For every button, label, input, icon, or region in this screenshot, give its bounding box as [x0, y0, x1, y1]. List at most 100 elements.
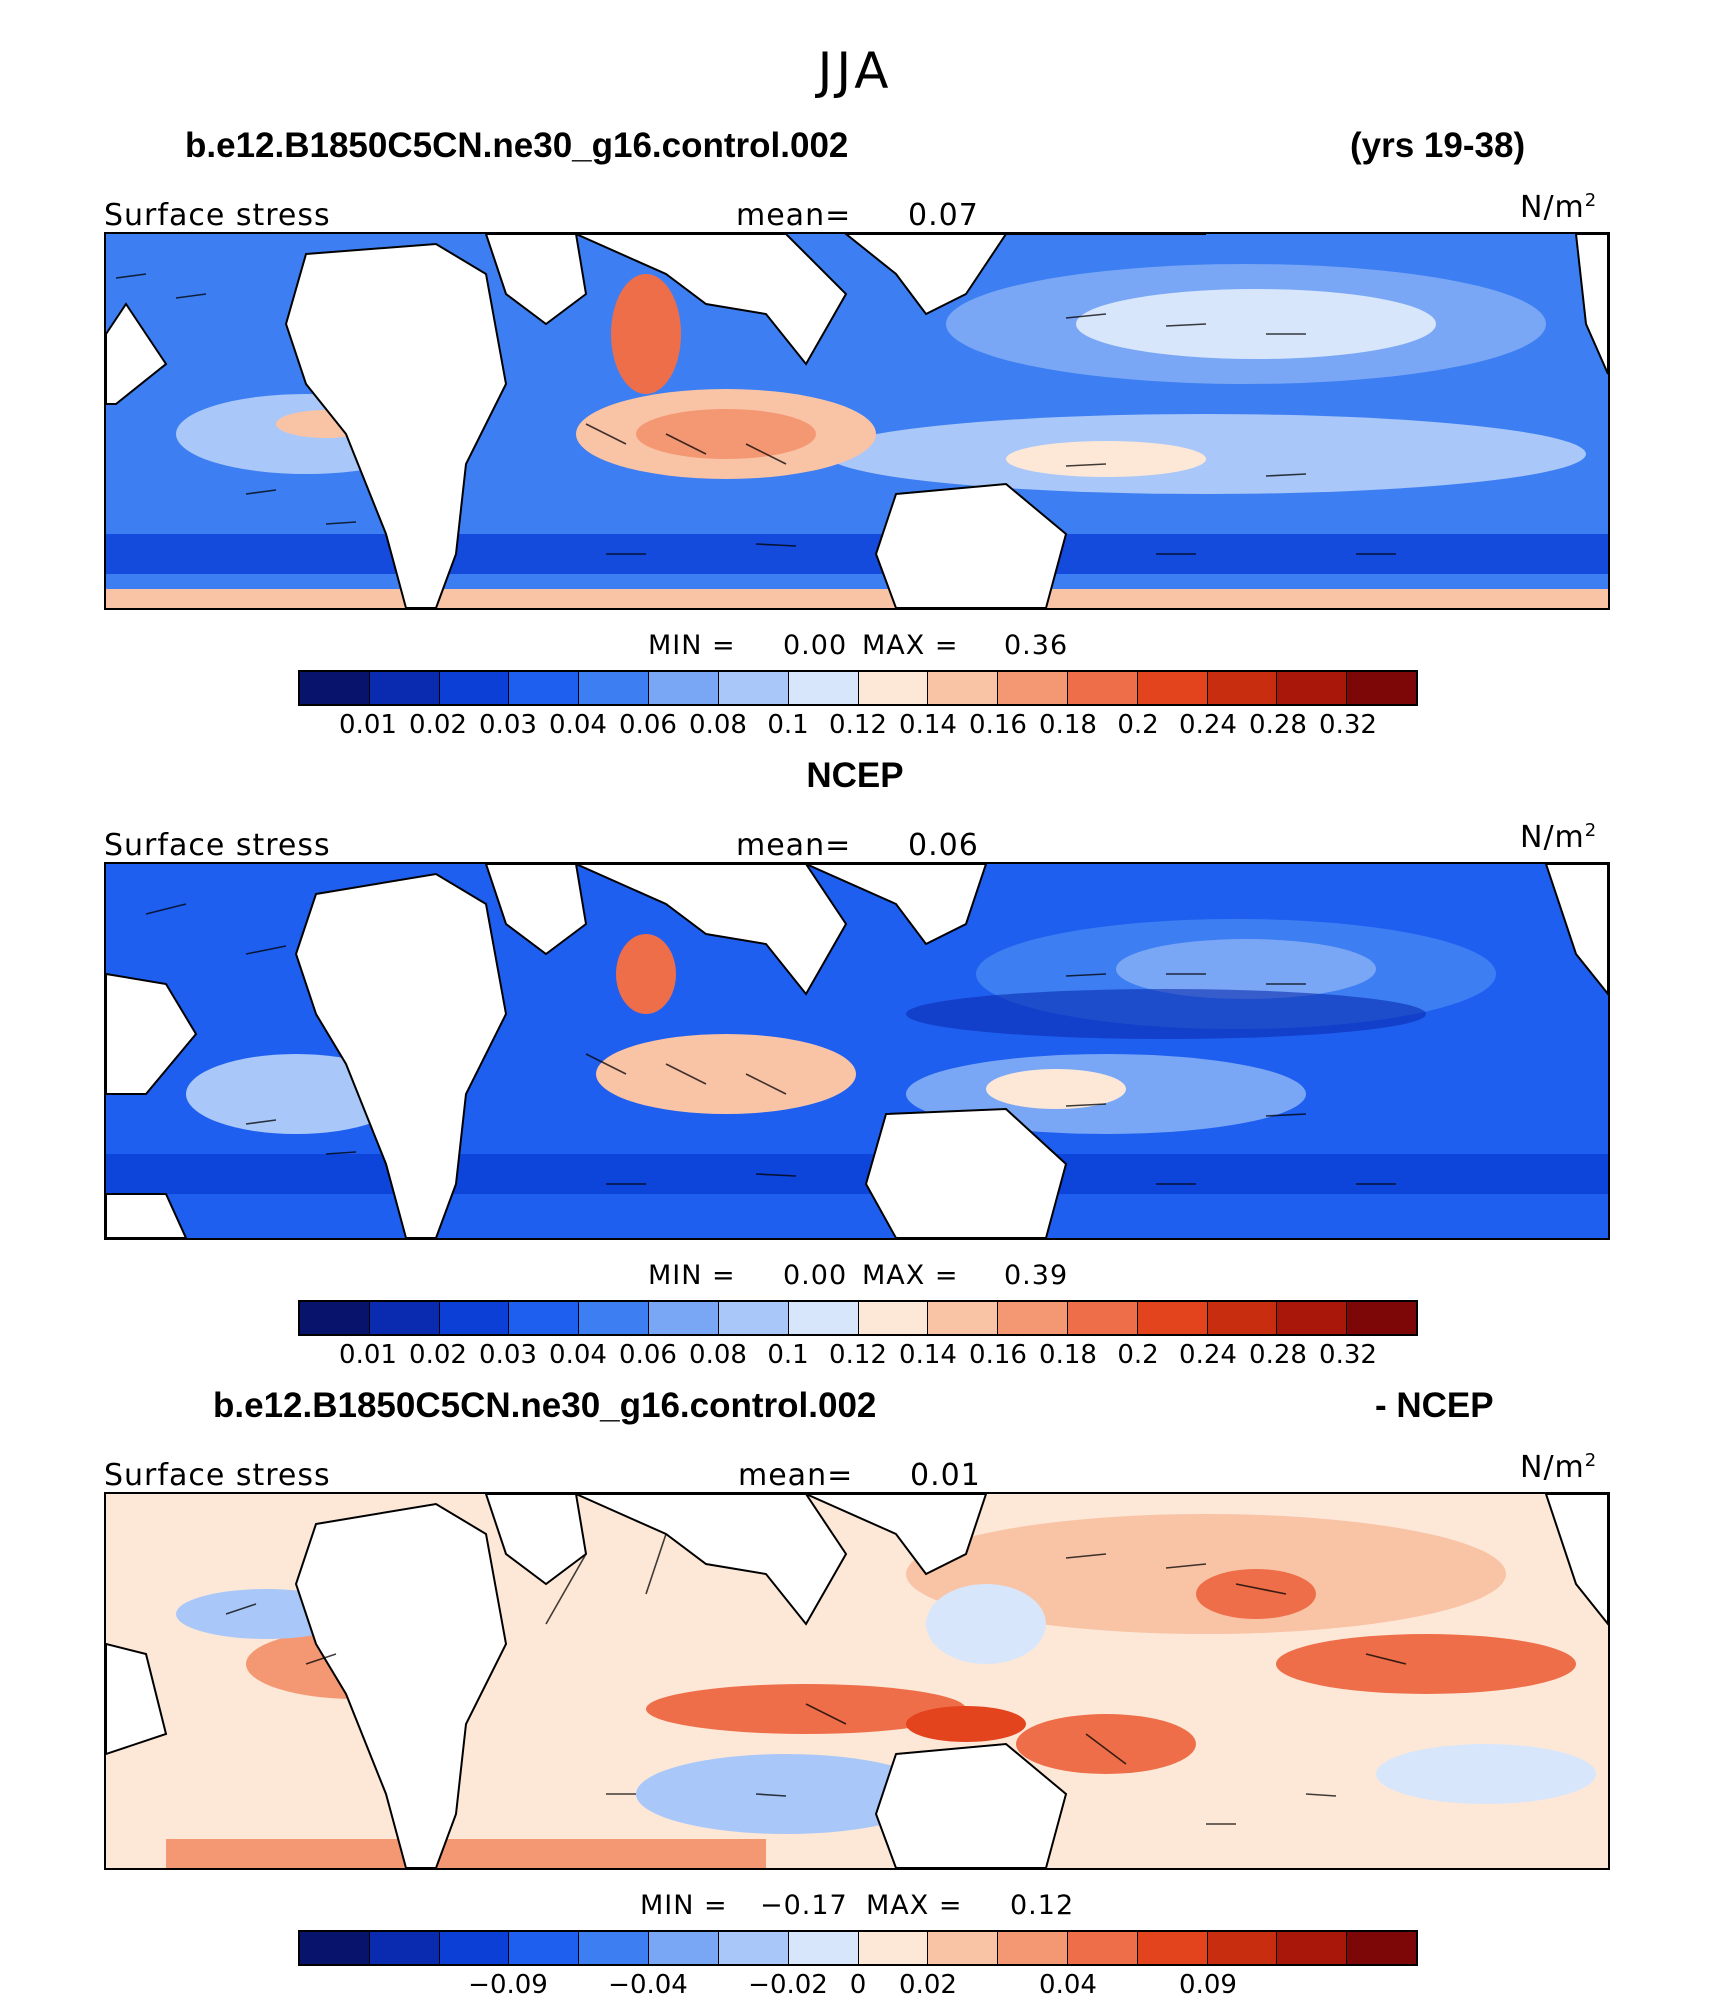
panel1-max-label: MAX = — [862, 630, 959, 661]
colorbar-swatch — [1207, 672, 1278, 704]
colorbar-tick-label: 0.06 — [619, 1340, 677, 1370]
colorbar-tick-label: 0.03 — [479, 710, 537, 740]
panel2-colorbar — [298, 1300, 1418, 1336]
colorbar-swatch — [649, 1302, 719, 1334]
panel2-case-title: NCEP — [806, 756, 904, 795]
colorbar-swatch — [1347, 1302, 1416, 1334]
panel2-mean-value: 0.06 — [908, 828, 979, 863]
colorbar-tick-label: 0.24 — [1179, 710, 1237, 740]
panel1-max-value: 0.36 — [1004, 630, 1069, 661]
colorbar-swatch — [718, 672, 789, 704]
panel3-mean-value: 0.01 — [910, 1458, 981, 1493]
colorbar-swatch — [649, 1932, 719, 1964]
panel3-minus-label: - NCEP — [1375, 1386, 1494, 1425]
panel1-colorbar-ticks: 0.01 0.02 0.03 0.04 0.06 0.08 0.1 0.12 0.14 0.16 0… — [298, 708, 1418, 742]
panel1-colorbar — [298, 670, 1418, 706]
colorbar-swatch — [858, 1302, 929, 1334]
colorbar-swatch — [439, 1302, 510, 1334]
colorbar-swatch — [718, 1302, 789, 1334]
colorbar-swatch — [788, 672, 859, 704]
colorbar-swatch — [1137, 1932, 1208, 1964]
colorbar-swatch — [1347, 672, 1416, 704]
colorbar-swatch — [300, 1932, 370, 1964]
panel1-years-label: (yrs 19-38) — [1350, 126, 1526, 165]
colorbar-swatch — [928, 1302, 999, 1334]
colorbar-tick-label: 0.02 — [409, 710, 467, 740]
colorbar-swatch — [928, 672, 999, 704]
colorbar-swatch — [998, 1932, 1068, 1964]
colorbar-tick-label: 0.16 — [969, 1340, 1027, 1370]
panel3-map — [104, 1492, 1610, 1870]
colorbar-swatch — [369, 1932, 440, 1964]
panel1-field-label: Surface stress — [104, 198, 331, 233]
colorbar-tick-label: 0.04 — [1039, 1970, 1097, 2000]
colorbar-tick-label: 0.1 — [767, 1340, 809, 1370]
colorbar-swatch — [1347, 1932, 1416, 1964]
panel3-colorbar — [298, 1930, 1418, 1966]
colorbar-swatch — [579, 1932, 650, 1964]
colorbar-tick-label: 0.03 — [479, 1340, 537, 1370]
panel2-min-label: MIN = — [648, 1260, 736, 1291]
colorbar-tick-label: 0.1 — [767, 710, 809, 740]
panel1-mean-label: mean= — [736, 198, 852, 233]
panel1-min-value: 0.00 — [783, 630, 848, 661]
colorbar-swatch — [1137, 672, 1208, 704]
colorbar-tick-label: 0.32 — [1319, 1340, 1377, 1370]
colorbar-swatch — [369, 1302, 440, 1334]
colorbar-tick-label: 0.14 — [899, 1340, 957, 1370]
colorbar-tick-label: −0.09 — [468, 1970, 548, 2000]
panel3-max-label: MAX = — [866, 1890, 963, 1921]
colorbar-swatch — [928, 1932, 999, 1964]
colorbar-tick-label: 0.04 — [549, 1340, 607, 1370]
season-title: JJA — [817, 42, 893, 100]
colorbar-tick-label: 0 — [849, 1970, 867, 2000]
colorbar-tick-label: 0.18 — [1039, 710, 1097, 740]
panel1-case-title: b.e12.B1850C5CN.ne30_g16.control.002 — [185, 126, 849, 165]
colorbar-swatch — [509, 1932, 580, 1964]
panel3-min-label: MIN = — [640, 1890, 728, 1921]
panel1-units: N/m2 — [1520, 190, 1598, 225]
panel2-max-value: 0.39 — [1004, 1260, 1069, 1291]
panel2-min-value: 0.00 — [783, 1260, 848, 1291]
colorbar-tick-label: −0.04 — [608, 1970, 688, 2000]
colorbar-swatch — [1137, 1302, 1208, 1334]
panel3-colorbar-ticks: −0.09 −0.04 −0.02 0 0.02 0.04 0.09 — [298, 1966, 1418, 2006]
colorbar-tick-label: 0.06 — [619, 710, 677, 740]
colorbar-swatch — [509, 672, 580, 704]
panel1-mean-value: 0.07 — [908, 198, 979, 233]
panel3-field-label: Surface stress — [104, 1458, 331, 1493]
colorbar-swatch — [300, 1302, 370, 1334]
colorbar-swatch — [788, 1302, 859, 1334]
panel2-colorbar-ticks: 0.01 0.02 0.03 0.04 0.06 0.08 0.1 0.12 0.14 0.16 0… — [298, 1338, 1418, 1372]
colorbar-tick-label: 0.09 — [1179, 1970, 1237, 2000]
panel1-min-label: MIN = — [648, 630, 736, 661]
panel2-field-label: Surface stress — [104, 828, 331, 863]
colorbar-tick-label: 0.02 — [899, 1970, 957, 2000]
colorbar-swatch — [858, 1932, 929, 1964]
colorbar-swatch — [509, 1302, 580, 1334]
colorbar-tick-label: 0.12 — [829, 710, 887, 740]
colorbar-swatch — [858, 672, 929, 704]
colorbar-tick-label: 0.28 — [1249, 1340, 1307, 1370]
panel2-max-label: MAX = — [862, 1260, 959, 1291]
colorbar-tick-label: 0.32 — [1319, 710, 1377, 740]
panel1-map-field — [106, 234, 1608, 608]
colorbar-swatch — [998, 672, 1068, 704]
panel3-max-value: 0.12 — [1010, 1890, 1075, 1921]
colorbar-swatch — [1067, 1302, 1138, 1334]
panel3-min-value: −0.17 — [760, 1890, 848, 1921]
colorbar-tick-label: 0.04 — [549, 710, 607, 740]
colorbar-tick-label: 0.18 — [1039, 1340, 1097, 1370]
colorbar-tick-label: 0.02 — [409, 1340, 467, 1370]
panel2-map-field — [106, 864, 1608, 1238]
colorbar-swatch — [439, 672, 510, 704]
colorbar-swatch — [369, 672, 440, 704]
colorbar-swatch — [579, 672, 650, 704]
colorbar-swatch — [1067, 1932, 1138, 1964]
colorbar-swatch — [1277, 1302, 1348, 1334]
colorbar-swatch — [1277, 672, 1348, 704]
panel2-map — [104, 862, 1610, 1240]
panel1-map — [104, 232, 1610, 610]
colorbar-swatch — [439, 1932, 510, 1964]
colorbar-swatch — [788, 1932, 859, 1964]
